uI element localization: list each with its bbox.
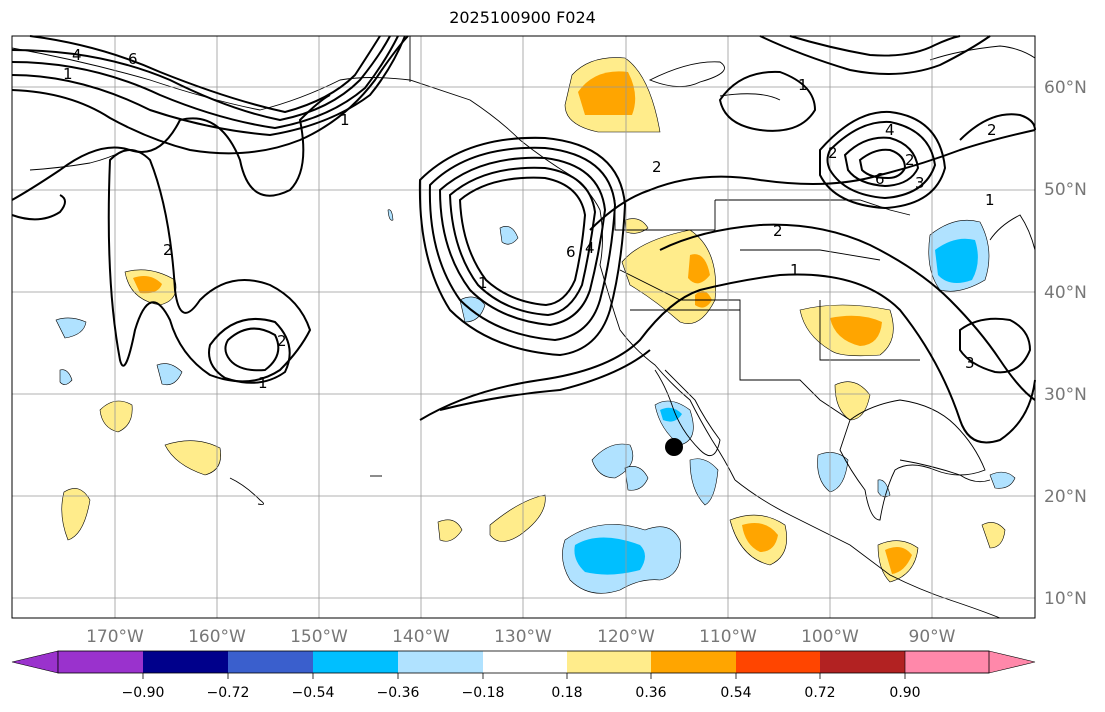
location-marker [665, 438, 683, 456]
lon-label: 90°W [909, 627, 956, 647]
lat-label: 40°N [1044, 283, 1087, 303]
colorbar-tick-label: −0.18 [462, 685, 505, 701]
contour-label: 6 [566, 243, 576, 261]
contour-label: 3 [965, 354, 975, 372]
colorbar-tick-label: −0.72 [207, 685, 250, 701]
colorbar-tick-label: 0.54 [720, 685, 751, 701]
colorbar-tick-label: −0.54 [292, 685, 335, 701]
lon-label: 110°W [699, 627, 757, 647]
colorbar-extend-low [11, 650, 59, 674]
contour-label: 2 [652, 158, 662, 176]
latitude-labels: 60°N 50°N 40°N 30°N 20°N 10°N [1044, 78, 1087, 609]
colorbar-segment [483, 651, 567, 673]
lon-label: 140°W [392, 627, 450, 647]
colorbar-segment [736, 651, 820, 673]
lat-label: 60°N [1044, 78, 1087, 98]
colorbar: −0.90 −0.72 −0.54 −0.36 −0.18 0.18 0.36 … [11, 650, 1036, 701]
colorbar-segment [567, 651, 651, 673]
colorbar-tick-label: 0.18 [551, 685, 582, 701]
colorbar-segment [143, 651, 228, 673]
colorbar-segment [398, 651, 483, 673]
contour-lines [11, 35, 1036, 444]
contour-label: 1 [478, 274, 488, 292]
contour-label: 2 [828, 144, 838, 162]
colorbar-segment [228, 651, 313, 673]
contour-label: 1 [258, 374, 268, 392]
contour-label: 1 [790, 261, 800, 279]
contour-label: 1 [985, 191, 995, 209]
map-title: 2025100900 F024 [449, 8, 596, 27]
contour-label: 2 [773, 222, 783, 240]
contour-label: 1 [63, 65, 73, 83]
lon-label: 100°W [801, 627, 859, 647]
colorbar-tick-label: 0.90 [889, 685, 920, 701]
lon-label: 120°W [597, 627, 655, 647]
contour-label: 2 [277, 332, 287, 350]
colorbar-tick-label: −0.36 [377, 685, 420, 701]
lon-label: 130°W [494, 627, 552, 647]
colorbar-segment [313, 651, 398, 673]
contour-label: 2 [987, 121, 997, 139]
contour-label: 2 [163, 241, 173, 259]
contour-label: 4 [72, 46, 82, 64]
colorbar-segment [820, 651, 905, 673]
colorbar-segment [651, 651, 736, 673]
contour-label: 6 [875, 170, 885, 188]
contour-label: 4 [585, 239, 595, 257]
contour-label: 3 [915, 174, 925, 192]
colorbar-segment [58, 651, 143, 673]
contour-label: 1 [798, 76, 808, 94]
colorbar-tick-label: 0.36 [635, 685, 666, 701]
colorbar-tick-label: −0.90 [122, 685, 165, 701]
negative-anomaly-shading [55, 209, 1016, 594]
lat-label: 50°N [1044, 180, 1087, 200]
lon-label: 150°W [290, 627, 348, 647]
contour-labels: 1 4 6 1 2 1 2 1 2 6 4 2 1 4 6 2 3 2 1 1 … [63, 46, 997, 392]
contour-label: 6 [128, 50, 138, 68]
lat-label: 10°N [1044, 589, 1087, 609]
contour-label: 2 [905, 151, 915, 169]
lat-label: 30°N [1044, 385, 1087, 405]
lon-label: 170°W [86, 627, 144, 647]
colorbar-tick-label: 0.72 [804, 685, 835, 701]
colorbar-extend-high [904, 650, 1036, 674]
contour-label: 4 [885, 121, 895, 139]
lon-label: 160°W [188, 627, 246, 647]
lat-label: 20°N [1044, 487, 1087, 507]
longitude-labels: 170°W 160°W 150°W 140°W 130°W 120°W 110°… [86, 627, 956, 647]
contour-label: 1 [340, 111, 350, 129]
map-frame [11, 35, 1036, 619]
